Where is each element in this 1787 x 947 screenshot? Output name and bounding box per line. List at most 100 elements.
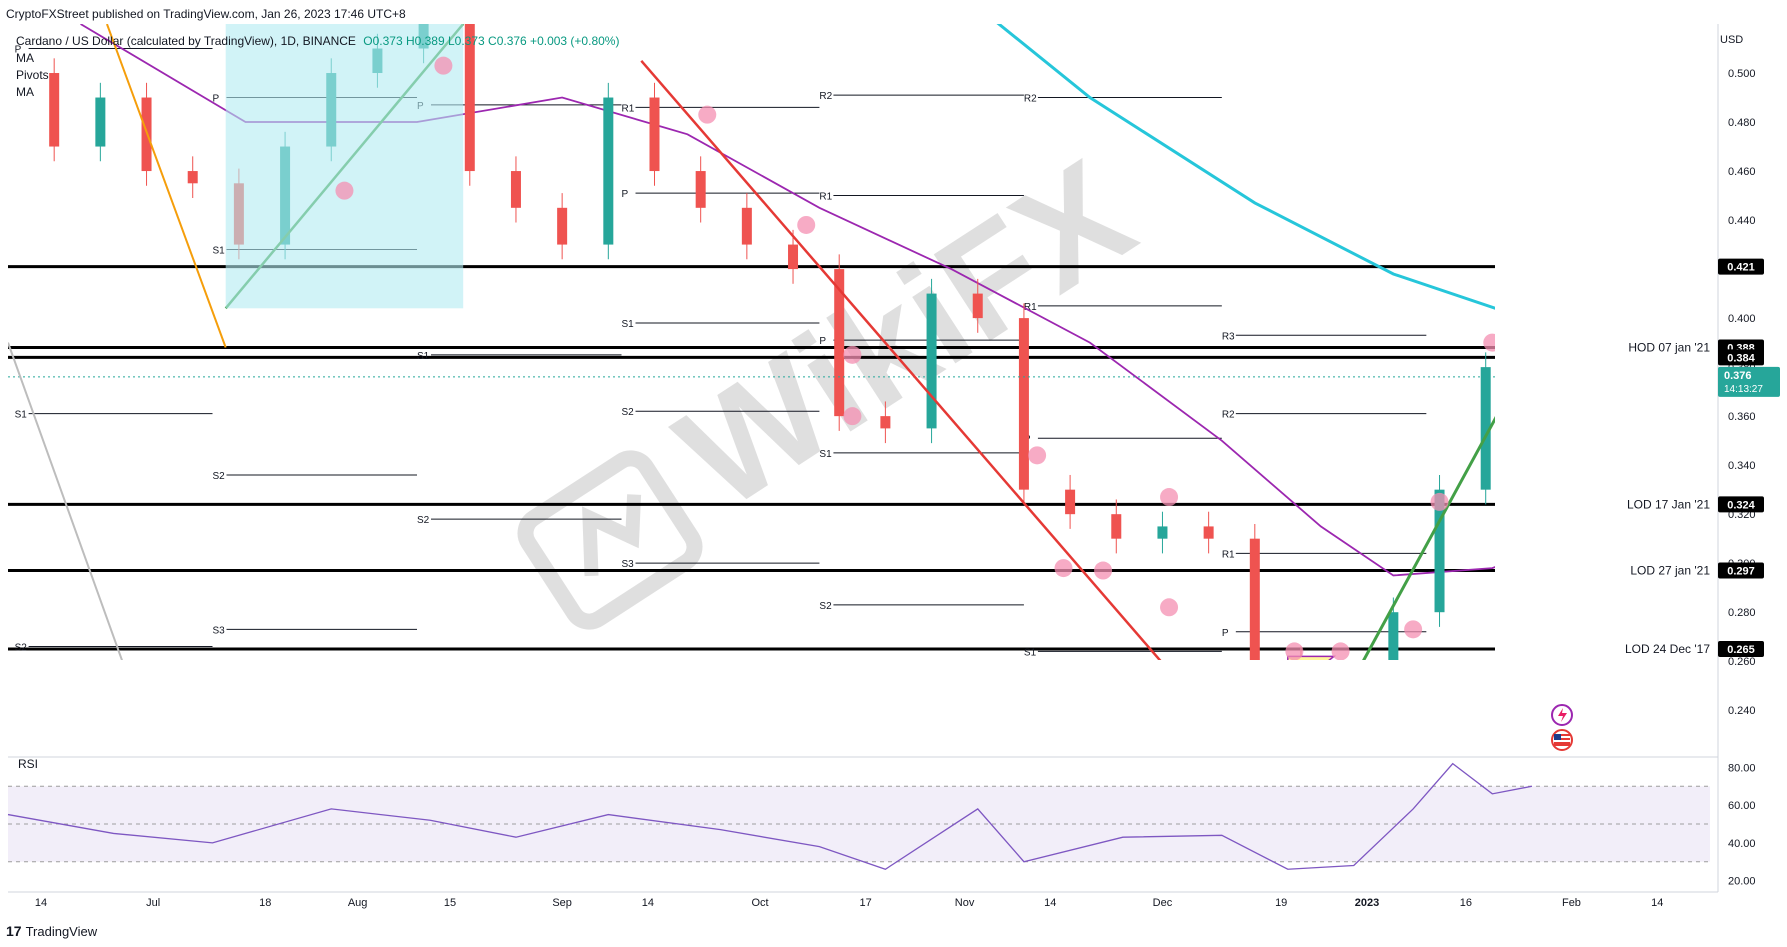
candle xyxy=(95,97,106,147)
touch-marker xyxy=(1430,492,1449,511)
level-badge: 0.421 xyxy=(1718,258,1764,275)
pivot-label: S1 xyxy=(15,410,28,421)
legend-ma-1[interactable]: MA xyxy=(16,51,34,65)
pivot-label: S1 xyxy=(819,449,832,460)
candle xyxy=(926,293,937,429)
touch-marker xyxy=(1285,642,1304,660)
candle xyxy=(649,97,660,172)
candle xyxy=(1434,489,1445,613)
candle xyxy=(557,207,568,245)
symbol-title: Cardano / US Dollar (calculated by Tradi… xyxy=(16,34,619,48)
y-tick-label: 0.340 xyxy=(1728,460,1756,472)
x-tick-label: Sep xyxy=(552,897,572,909)
tradingview-brand[interactable]: 17 TradingView xyxy=(6,923,97,939)
pivot-label: R3 xyxy=(1222,331,1235,342)
ohlc-values: O0.373 H0.389 L0.373 C0.376 +0.003 (+0.8… xyxy=(363,34,620,48)
candle xyxy=(1157,526,1168,539)
y-tick-label: 0.460 xyxy=(1728,166,1756,178)
candle xyxy=(1065,489,1076,515)
level-badge-label: 0.324 xyxy=(1727,499,1755,511)
y-tick-label: 0.480 xyxy=(1728,117,1756,129)
x-tick-label: 2023 xyxy=(1355,897,1379,909)
us-flag-icon[interactable] xyxy=(1551,729,1573,751)
candle xyxy=(1018,318,1029,490)
x-tick-label: Dec xyxy=(1153,897,1173,909)
level-note: LOD 24 Dec '17 xyxy=(1625,642,1710,656)
candle xyxy=(788,244,799,270)
publisher-line: CryptoFXStreet published on TradingView.… xyxy=(6,7,406,21)
pivot-label: R1 xyxy=(1222,549,1235,560)
pivot-label: S2 xyxy=(819,601,832,612)
candle xyxy=(1203,526,1214,539)
level-badge: 0.265 xyxy=(1718,640,1764,657)
legend-pivots[interactable]: Pivots xyxy=(16,68,49,82)
level-note: LOD 27 jan '21 xyxy=(1630,564,1710,578)
y-tick-label: 0.280 xyxy=(1728,607,1756,619)
touch-marker xyxy=(698,105,717,124)
tradingview-logo-icon: 17 xyxy=(6,923,22,939)
touch-marker xyxy=(843,345,862,364)
green-trendline xyxy=(1362,416,1495,660)
candle xyxy=(1388,612,1399,660)
touch-marker xyxy=(1160,598,1179,617)
pivot-label: R2 xyxy=(819,91,832,102)
x-tick-label: Oct xyxy=(751,897,768,909)
level-badge-bg xyxy=(1718,349,1764,366)
candle xyxy=(1111,514,1122,539)
x-tick-label: 14 xyxy=(1044,897,1056,909)
level-badge-label: 0.384 xyxy=(1727,352,1755,364)
y-tick-label: 0.500 xyxy=(1728,68,1756,80)
x-tick-label: 15 xyxy=(444,897,456,909)
touch-marker xyxy=(335,181,354,200)
lightning-icon[interactable] xyxy=(1551,704,1573,726)
chart-icons xyxy=(1551,704,1573,751)
moving-average-line xyxy=(996,24,1495,310)
candle xyxy=(187,171,198,184)
x-tick-label: Feb xyxy=(1562,897,1581,909)
x-tick-label: 16 xyxy=(1460,897,1472,909)
touch-marker xyxy=(1094,561,1113,580)
touch-marker xyxy=(1028,446,1047,465)
pivot-label: S2 xyxy=(213,471,226,482)
x-tick-label: Jul xyxy=(146,897,160,909)
candle xyxy=(464,24,475,172)
y-tick-label: 0.240 xyxy=(1728,705,1756,717)
legend-ma-2[interactable]: MA xyxy=(16,85,34,99)
touch-marker xyxy=(1160,488,1179,507)
candle xyxy=(603,97,614,245)
pivot-label: R1 xyxy=(1024,302,1037,313)
touch-marker xyxy=(1483,333,1495,352)
touch-marker xyxy=(1054,559,1073,578)
rsi-tick-label: 60.00 xyxy=(1728,800,1756,812)
x-tick-label: 14 xyxy=(1651,897,1663,909)
red-trendline xyxy=(640,59,1162,660)
candle xyxy=(510,171,521,208)
candle xyxy=(880,416,891,429)
pivot-label: P xyxy=(213,94,220,105)
pivot-label: S2 xyxy=(15,643,28,654)
pivot-label: S1 xyxy=(417,351,430,362)
last-price-badge: 0.376 14:13:27 xyxy=(1718,366,1780,397)
touch-marker xyxy=(797,215,816,234)
y-tick-label: 0.400 xyxy=(1728,313,1756,325)
touch-marker xyxy=(1404,620,1423,639)
y-tick-label: 0.260 xyxy=(1728,656,1756,668)
x-tick-label: 14 xyxy=(642,897,654,909)
pivot-label: S3 xyxy=(213,625,226,636)
pivot-label: R1 xyxy=(622,103,635,114)
x-tick-label: Nov xyxy=(955,897,975,909)
currency-label: USD xyxy=(1720,34,1744,46)
last-price-value: 0.376 xyxy=(1724,370,1752,382)
pivot-label: P xyxy=(622,189,629,200)
rsi-label: RSI xyxy=(18,757,38,771)
x-tick-label: 19 xyxy=(1275,897,1287,909)
pivot-label: S1 xyxy=(622,319,635,330)
candle xyxy=(49,73,60,147)
level-badge: 0.297 xyxy=(1718,562,1764,579)
x-tick-label: Aug xyxy=(348,897,368,909)
pivot-label: S2 xyxy=(622,407,635,418)
candle xyxy=(1249,538,1260,660)
pivot-label: R1 xyxy=(819,192,832,203)
level-badge-label: 0.297 xyxy=(1727,566,1755,578)
